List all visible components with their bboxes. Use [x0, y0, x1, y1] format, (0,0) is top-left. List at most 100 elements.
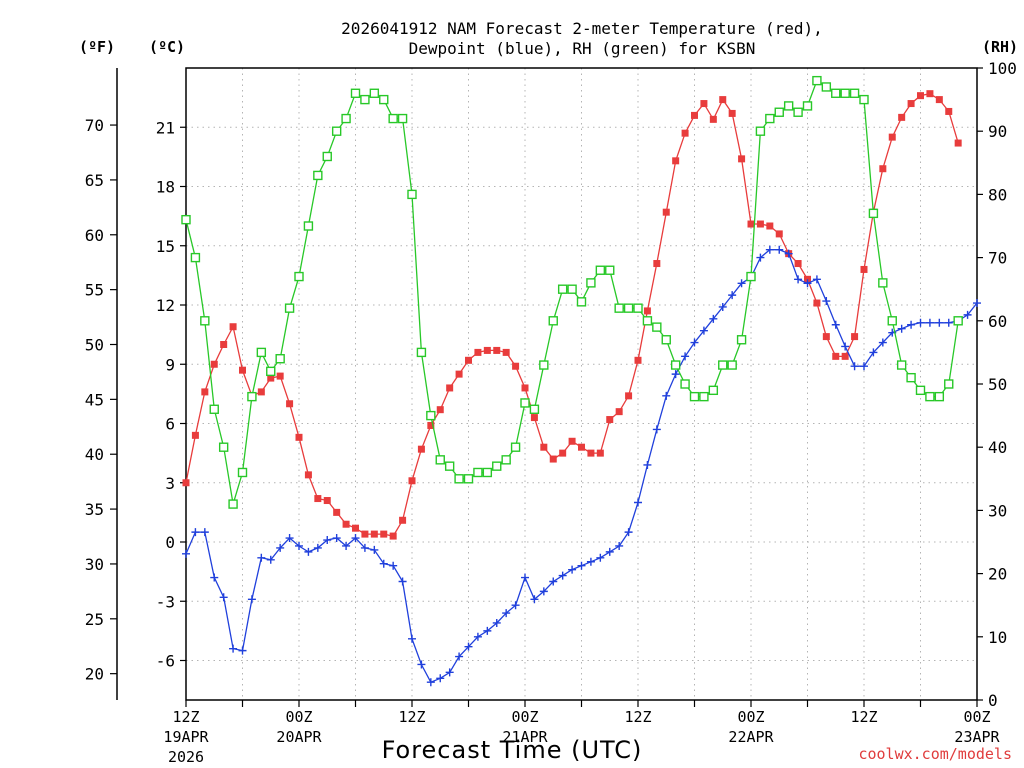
relative_humidity-point	[783, 101, 794, 111]
temperature-point	[907, 100, 915, 108]
rh-tick-label: 0	[988, 691, 998, 710]
relative_humidity-point	[727, 360, 737, 370]
dewpoint-point	[794, 275, 803, 284]
relative_humidity-point	[548, 316, 558, 326]
time-axis: 12Z 19APR 2026 00Z 20APR 12Z 00Z 21APR 12Z 00Z 22A…	[163, 700, 1001, 766]
date-tick-label: 21APR	[502, 728, 548, 746]
dewpoint-point	[709, 314, 718, 323]
rh-tick-label: 90	[988, 122, 1007, 141]
relative_humidity-point	[708, 385, 719, 396]
dewpoint-point	[360, 543, 369, 552]
temperature-point	[540, 443, 548, 451]
temperature-point	[191, 431, 199, 439]
dewpoint-point	[784, 249, 793, 258]
relative_humidity-point	[896, 360, 907, 370]
relative_humidity-point	[407, 189, 417, 200]
dewpoint-point	[662, 391, 671, 400]
dewpoint-point	[483, 626, 492, 635]
rh-tick-label: 100	[988, 59, 1017, 78]
celsius-unit-label: (ºC)	[149, 38, 185, 56]
temperature-point	[220, 341, 228, 348]
temperature-point	[709, 115, 717, 123]
date-tick-label: 22APR	[728, 728, 774, 746]
dewpoint-point	[530, 595, 539, 604]
relative_humidity-point	[360, 94, 370, 105]
temperature-point	[314, 495, 322, 503]
temperature-point	[276, 372, 284, 380]
celsius-tick-label: 21	[156, 118, 175, 137]
temperature-point	[530, 414, 538, 422]
dewpoint-point	[210, 573, 219, 582]
temperature-point	[672, 157, 680, 165]
dewpoint-point	[323, 536, 332, 545]
relative_humidity-point	[416, 347, 427, 358]
temperature-point	[794, 260, 802, 268]
rh-tick-label: 10	[988, 628, 1007, 647]
celsius-tick-label: -6	[156, 652, 175, 671]
dewpoint-point	[822, 297, 831, 306]
dewpoint-point	[351, 534, 360, 543]
temperature-point	[559, 449, 567, 457]
dewpoint-point	[916, 318, 925, 327]
relative_humidity-point	[313, 170, 323, 181]
relative_humidity-point	[482, 467, 493, 478]
temperature-point	[728, 109, 736, 117]
temperature-point	[210, 360, 218, 368]
relative_humidity-point	[906, 372, 916, 383]
relative_humidity-point	[557, 284, 568, 294]
dewpoint-point	[586, 557, 595, 566]
temperature-point	[512, 362, 520, 370]
temperature-point	[747, 220, 755, 228]
relative_humidity-point	[247, 391, 257, 402]
fahrenheit-tick-label: 35	[85, 500, 104, 519]
relative_humidity-point	[765, 113, 775, 124]
dewpoint-point	[257, 553, 266, 562]
dewpoint-point	[605, 547, 614, 556]
relative_humidity-point	[849, 88, 860, 98]
dewpoint-point	[577, 561, 586, 570]
relative_humidity-point	[218, 442, 229, 452]
temperature-point	[822, 333, 830, 341]
temperature-point	[945, 107, 953, 115]
dewpoint-point	[398, 577, 407, 586]
relative_humidity-point	[793, 107, 803, 117]
dewpoint-point	[718, 302, 727, 311]
dewpoint-point	[295, 541, 303, 550]
temperature-point	[417, 445, 425, 453]
relative_humidity-point	[200, 316, 210, 326]
dewpoint-point	[558, 571, 567, 580]
celsius-tick-label: 6	[165, 415, 175, 434]
dewpoint-point	[219, 593, 228, 602]
time-tick-label: 12Z	[850, 708, 877, 726]
dewpoint-point	[690, 338, 699, 347]
rh-tick-label: 60	[988, 312, 1007, 331]
temperature-point	[380, 530, 388, 538]
relative_humidity-point	[670, 360, 681, 370]
temperature-point	[436, 406, 444, 414]
dewpoint-point	[671, 370, 680, 379]
temperature-point	[493, 346, 501, 354]
relative_humidity-point	[718, 360, 728, 370]
dewpoint-point	[182, 549, 190, 558]
fahrenheit-tick-label: 65	[85, 171, 104, 190]
fahrenheit-tick-label: 60	[85, 226, 104, 245]
relative_humidity-point	[868, 208, 879, 219]
relative_humidity-point	[652, 322, 662, 332]
time-tick-label: 00Z	[737, 708, 764, 726]
year-tick-label: 2026	[168, 748, 204, 766]
relative_humidity-point	[501, 455, 511, 465]
dewpoint-point	[737, 279, 746, 288]
relative_humidity-point	[237, 467, 248, 478]
relative_humidity-point	[878, 278, 888, 288]
relative_humidity-point	[736, 335, 747, 345]
dewpoint-point	[511, 601, 520, 610]
rh-axis: 0 10 20 30 40 50 60 70 80 90 100	[977, 59, 1017, 710]
relative_humidity-point	[379, 94, 389, 105]
celsius-tick-label: 15	[156, 237, 175, 256]
celsius-tick-label: 18	[156, 178, 175, 197]
temperature-point	[681, 129, 689, 137]
dewpoint-point	[643, 460, 652, 469]
fahrenheit-tick-label: 70	[85, 116, 104, 135]
rh-unit-label: (RH)	[982, 38, 1018, 56]
relative_humidity-point	[322, 151, 332, 162]
